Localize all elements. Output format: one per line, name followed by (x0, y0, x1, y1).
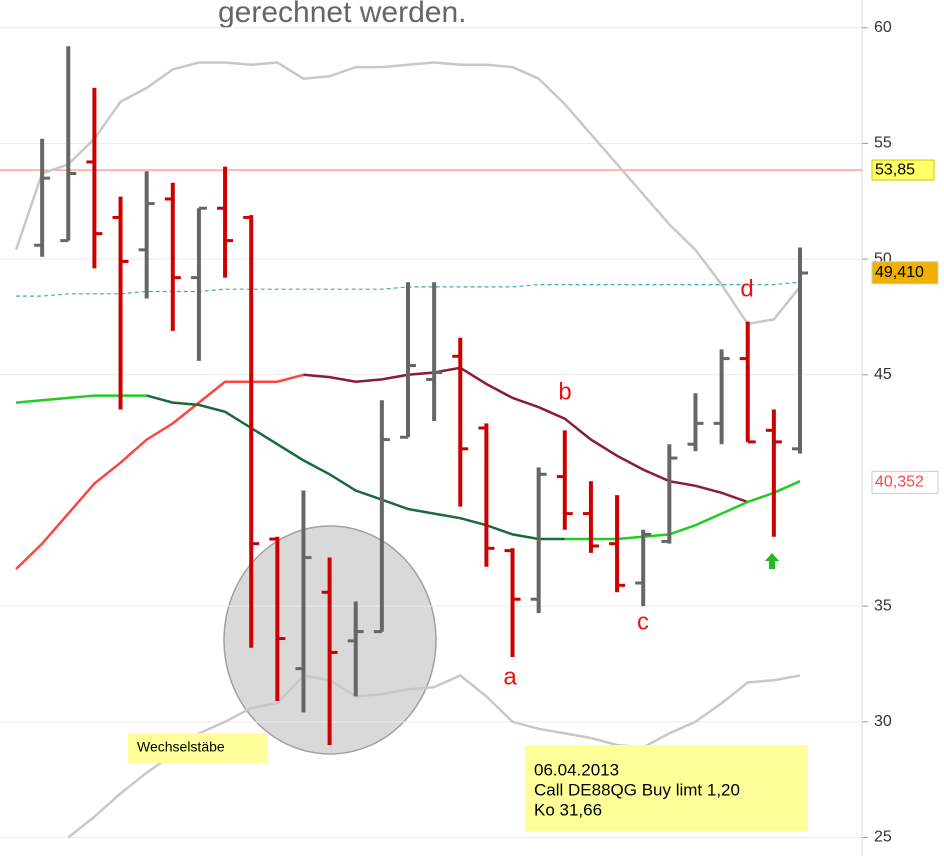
y-tick-label: 30 (874, 713, 892, 730)
y-tick-label: 25 (874, 829, 892, 846)
signal-arrow (765, 553, 779, 569)
level-label-box (871, 159, 935, 181)
indicator-line (303, 366, 749, 504)
y-tick-label: 45 (874, 366, 892, 383)
indicator-line (146, 394, 565, 541)
level-label: 53,85 (875, 161, 915, 178)
circle-label-box (128, 733, 268, 763)
note-line: Ko 31,66 (534, 800, 602, 819)
price-label: 40,352 (875, 474, 924, 491)
y-tick-label: 60 (874, 19, 892, 36)
wave-label: d (740, 275, 753, 302)
indicator-line (15, 394, 801, 541)
header-text: gerechnet werden. (218, 0, 467, 29)
wave-label: b (558, 378, 571, 405)
price-label: 49,410 (875, 264, 924, 281)
y-tick-label: 35 (874, 597, 892, 614)
wave-label: a (503, 663, 517, 690)
wave-label: c (637, 608, 649, 635)
y-tick-label: 55 (874, 135, 892, 152)
note-line: 06.04.2013 (534, 760, 619, 779)
price-label-box (871, 470, 939, 494)
price-label-box (871, 261, 939, 285)
indicator-line (15, 373, 304, 570)
circle-label: Wechselstäbe (137, 739, 225, 755)
indicator-line (14, 61, 801, 326)
note-line: Call DE88QG Buy limt 1,20 (534, 780, 740, 799)
note-box (525, 745, 808, 831)
